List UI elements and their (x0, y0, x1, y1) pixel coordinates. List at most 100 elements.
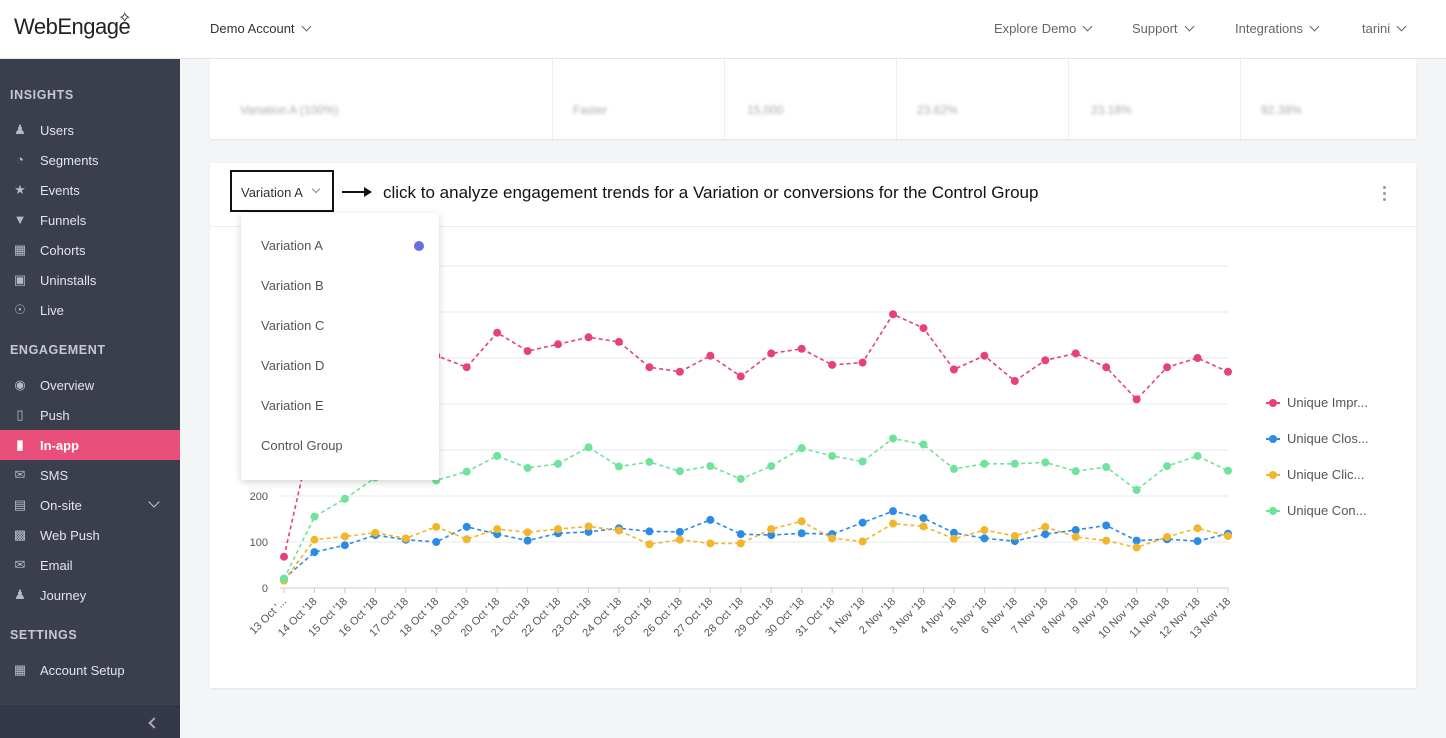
data-point (706, 351, 715, 360)
dropdown-option-control-group[interactable]: Control Group (241, 426, 439, 466)
data-point (980, 351, 989, 360)
legend-item[interactable]: Unique Clos... (1266, 431, 1416, 447)
sidebar-item-label: Uninstalls (40, 273, 97, 288)
dropdown-option-variation-d[interactable]: Variation D (241, 346, 439, 386)
variation-select[interactable]: Variation A (230, 170, 334, 212)
data-point (1010, 532, 1019, 541)
data-point (736, 530, 745, 539)
data-point (1224, 466, 1232, 475)
sidebar-item-cohorts[interactable]: ▦ Cohorts (0, 235, 180, 265)
data-point (523, 536, 532, 545)
data-point (1132, 536, 1141, 545)
dropdown-option-label: Variation D (261, 358, 325, 373)
data-point (554, 525, 563, 534)
chevron-down-icon (1309, 21, 1320, 32)
chevron-down-icon[interactable] (148, 496, 160, 508)
data-point (919, 522, 928, 531)
mobile-icon: ▯ (16, 407, 24, 422)
dropdown-option-label: Control Group (261, 438, 343, 453)
data-point (554, 340, 563, 349)
data-point (1163, 532, 1172, 541)
sidebar-item-label: Funnels (40, 213, 87, 228)
data-point (675, 367, 684, 376)
uninstall-icon: ▣ (13, 272, 27, 287)
data-point (614, 337, 623, 346)
sidebar-item-label: SMS (40, 468, 69, 483)
email-icon: ✉ (14, 557, 26, 572)
sidebar-section-insights: INSIGHTS (10, 88, 74, 102)
sidebar-item-label: Overview (40, 378, 95, 393)
logo[interactable]: WebEngage ✧ (14, 10, 131, 40)
sidebar-item-in-app[interactable]: ▮ In-app (0, 430, 180, 460)
data-point (310, 548, 319, 557)
nav-explore-demo-label: Explore Demo (994, 21, 1077, 36)
legend-label: Unique Clic... (1287, 467, 1365, 482)
dropdown-option-variation-a[interactable]: Variation A (241, 226, 439, 266)
sidebar-item-label: Segments (40, 153, 99, 168)
data-point (919, 324, 928, 333)
sidebar-item-on-site[interactable]: ▤ On-site (0, 490, 180, 520)
dropdown-option-variation-e[interactable]: Variation E (241, 386, 439, 426)
data-point (767, 462, 776, 471)
table-cell: 92.38% (1241, 59, 1416, 139)
data-point (1041, 530, 1050, 539)
legend-dot-swatch (1269, 471, 1277, 479)
nav-support[interactable]: Support (1132, 21, 1194, 36)
sidebar-item-label: In-app (40, 438, 79, 453)
account-switcher[interactable]: Demo Account (210, 21, 311, 36)
data-point (858, 518, 867, 527)
sidebar-item-account-setup[interactable]: ▦ Account Setup (0, 655, 180, 685)
nav-user-menu[interactable]: tarini (1362, 21, 1407, 36)
sidebar-item-overview[interactable]: ◉ Overview (0, 370, 180, 400)
data-point (1041, 356, 1050, 365)
table-cell: 23.18% (1069, 59, 1241, 139)
sidebar-item-live[interactable]: ☉ Live (0, 295, 180, 325)
data-point (1193, 524, 1202, 533)
dropdown-option-variation-c[interactable]: Variation C (241, 306, 439, 346)
data-point (340, 532, 349, 541)
sidebar-item-label: On-site (40, 498, 82, 513)
sidebar-item-push[interactable]: ▯ Push (0, 400, 180, 430)
sidebar-item-users[interactable]: ♟ Users (0, 115, 180, 145)
sidebar-item-label: Users (40, 123, 74, 138)
sidebar-item-journey[interactable]: ♟ Journey (0, 580, 180, 610)
selected-indicator-icon (414, 241, 424, 251)
data-point (980, 459, 989, 468)
data-point (645, 540, 654, 549)
more-options-icon[interactable] (1383, 186, 1387, 204)
account-name: Demo Account (210, 21, 295, 36)
nav-integrations[interactable]: Integrations (1235, 21, 1320, 36)
data-point (858, 537, 867, 546)
chart-header: Variation A click to analyze engagement … (210, 163, 1416, 227)
live-icon: ☉ (14, 302, 26, 317)
sidebar-item-segments[interactable]: ◔ Segments (0, 145, 180, 175)
data-point (1163, 462, 1172, 471)
webpush-icon: ▩ (13, 527, 27, 542)
legend-item[interactable]: Unique Con... (1266, 503, 1416, 519)
arrow-right-icon (364, 187, 372, 197)
nav-explore-demo[interactable]: Explore Demo (994, 21, 1093, 36)
series-line (283, 510, 1229, 580)
sidebar-item-web-push[interactable]: ▩ Web Push (0, 520, 180, 550)
sidebar-collapse-button[interactable] (0, 706, 180, 738)
logo-text: WebEngage (14, 14, 131, 39)
data-point (858, 358, 867, 367)
data-point (706, 515, 715, 524)
sidebar-item-sms[interactable]: ✉ SMS (0, 460, 180, 490)
data-point (554, 459, 563, 468)
annotation-text: click to analyze engagement trends for a… (383, 183, 1039, 202)
nav-integrations-label: Integrations (1235, 21, 1303, 36)
funnel-icon: ▼ (13, 212, 27, 227)
data-point (675, 535, 684, 544)
data-point (1010, 459, 1019, 468)
data-point (1193, 537, 1202, 546)
legend-item[interactable]: Unique Impr... (1266, 395, 1416, 411)
sidebar-item-uninstalls[interactable]: ▣ Uninstalls (0, 265, 180, 295)
legend-item[interactable]: Unique Clic... (1266, 467, 1416, 483)
sidebar-item-funnels[interactable]: ▼ Funnels (0, 205, 180, 235)
sidebar-item-email[interactable]: ✉ Email (0, 550, 180, 580)
sidebar-item-events[interactable]: ★ Events (0, 175, 180, 205)
data-point (645, 457, 654, 466)
data-point (919, 440, 928, 449)
dropdown-option-variation-b[interactable]: Variation B (241, 266, 439, 306)
